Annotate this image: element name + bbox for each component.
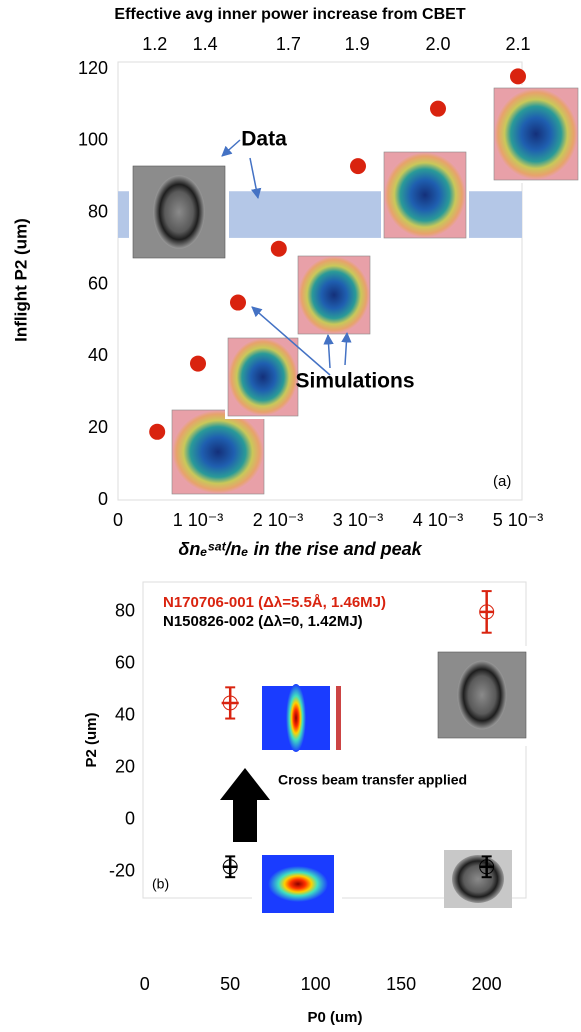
annotation-arrow [341,331,352,366]
x-tick-label: 0 [113,510,123,530]
y-tick-label: 20 [115,757,135,777]
inset-image [452,855,504,903]
inset-image [298,256,370,334]
y-tick-label: 60 [88,273,108,293]
x-tick-label: 100 [301,974,331,994]
inset-image [286,684,306,752]
annotation-arrow [249,157,262,200]
inset-frame [437,651,527,739]
data-point [479,859,495,875]
inset-frame [227,337,299,417]
inset-image [228,338,298,416]
annotation-arrow [221,139,241,157]
y-tick-label: 0 [98,489,108,509]
y-axis-title: Inflight P2 (um) [11,218,30,342]
inset-image [457,660,507,730]
data-point [430,100,446,117]
y-tick-label: 20 [88,417,108,437]
x-axis-title: δnₑˢᵃᵗ/nₑ in the rise and peak [178,539,422,559]
inset-frame [493,87,579,181]
inset-frame [171,409,265,495]
legend-entry: N150826-002 (Δλ=0, 1.42MJ) [163,613,363,630]
top-tick-label: 1.7 [276,34,301,54]
annotation-arrow [220,768,270,842]
y-tick-label: 100 [78,130,108,150]
inset-image [494,88,578,180]
legend-entry: N170706-001 (Δλ=5.5Å, 1.46MJ) [163,594,386,611]
data-point [230,294,246,311]
inset-frame [297,255,371,335]
x-tick-label: 150 [386,974,416,994]
top-tick-label: 2.1 [505,34,530,54]
y-tick-label: 40 [115,705,135,725]
annotation: Simulations [295,370,414,393]
y-tick-label: 60 [115,653,135,673]
data-point [149,423,166,440]
x-tick-label: 5 10⁻³ [493,510,544,530]
top-tick-label: 1.9 [345,34,370,54]
y-tick-label: 40 [88,345,108,365]
inset-image [153,175,205,249]
annotation-arrow [251,306,331,376]
y-tick-label: 120 [78,58,108,78]
inset-frame [383,151,467,239]
annotation: Cross beam transfer applied [278,772,467,788]
y-tick-label: -20 [109,861,135,881]
top-tick-label: 1.2 [142,34,167,54]
data-point [510,68,526,85]
y-tick-label: 0 [125,809,135,829]
annotation: Data [241,128,287,151]
y-axis-title: P2 (um) [83,712,100,767]
x-tick-label: 0 [140,974,150,994]
chart-a: Effective avg inner power increase from … [11,6,581,559]
inset-image [336,686,341,750]
x-tick-label: 50 [220,974,240,994]
x-tick-label: 4 10⁻³ [413,510,464,530]
y-tick-label: 80 [88,202,108,222]
top-tick-label: 2.0 [425,34,450,54]
data-point [222,859,238,875]
data-point [270,240,287,257]
data-point [479,604,495,620]
annotation: (a) [493,473,511,490]
inset-image [268,866,328,902]
data-point [222,695,238,711]
data-point [190,355,206,372]
chart-b: P2 (um) P0 (um) -20 0 20 40 60 80 0 50 100 150 200 Cr… [83,581,530,1026]
annotation-arrow [323,333,334,369]
inset-image [384,152,466,238]
x-tick-label: 2 10⁻³ [253,510,304,530]
annotation: (b) [152,876,169,892]
inset-frame [132,165,226,259]
y-tick-label: 80 [115,601,135,621]
inset-image [172,410,264,494]
top-tick-label: 1.4 [193,34,218,54]
x-axis-title: P0 (um) [307,1009,362,1026]
x-tick-label: 3 10⁻³ [333,510,384,530]
x-tick-label: 200 [472,974,502,994]
plot-frame [117,61,523,501]
chart-title: Effective avg inner power increase from … [114,6,465,23]
data-point [350,158,366,175]
x-tick-label: 1 10⁻³ [173,510,224,530]
